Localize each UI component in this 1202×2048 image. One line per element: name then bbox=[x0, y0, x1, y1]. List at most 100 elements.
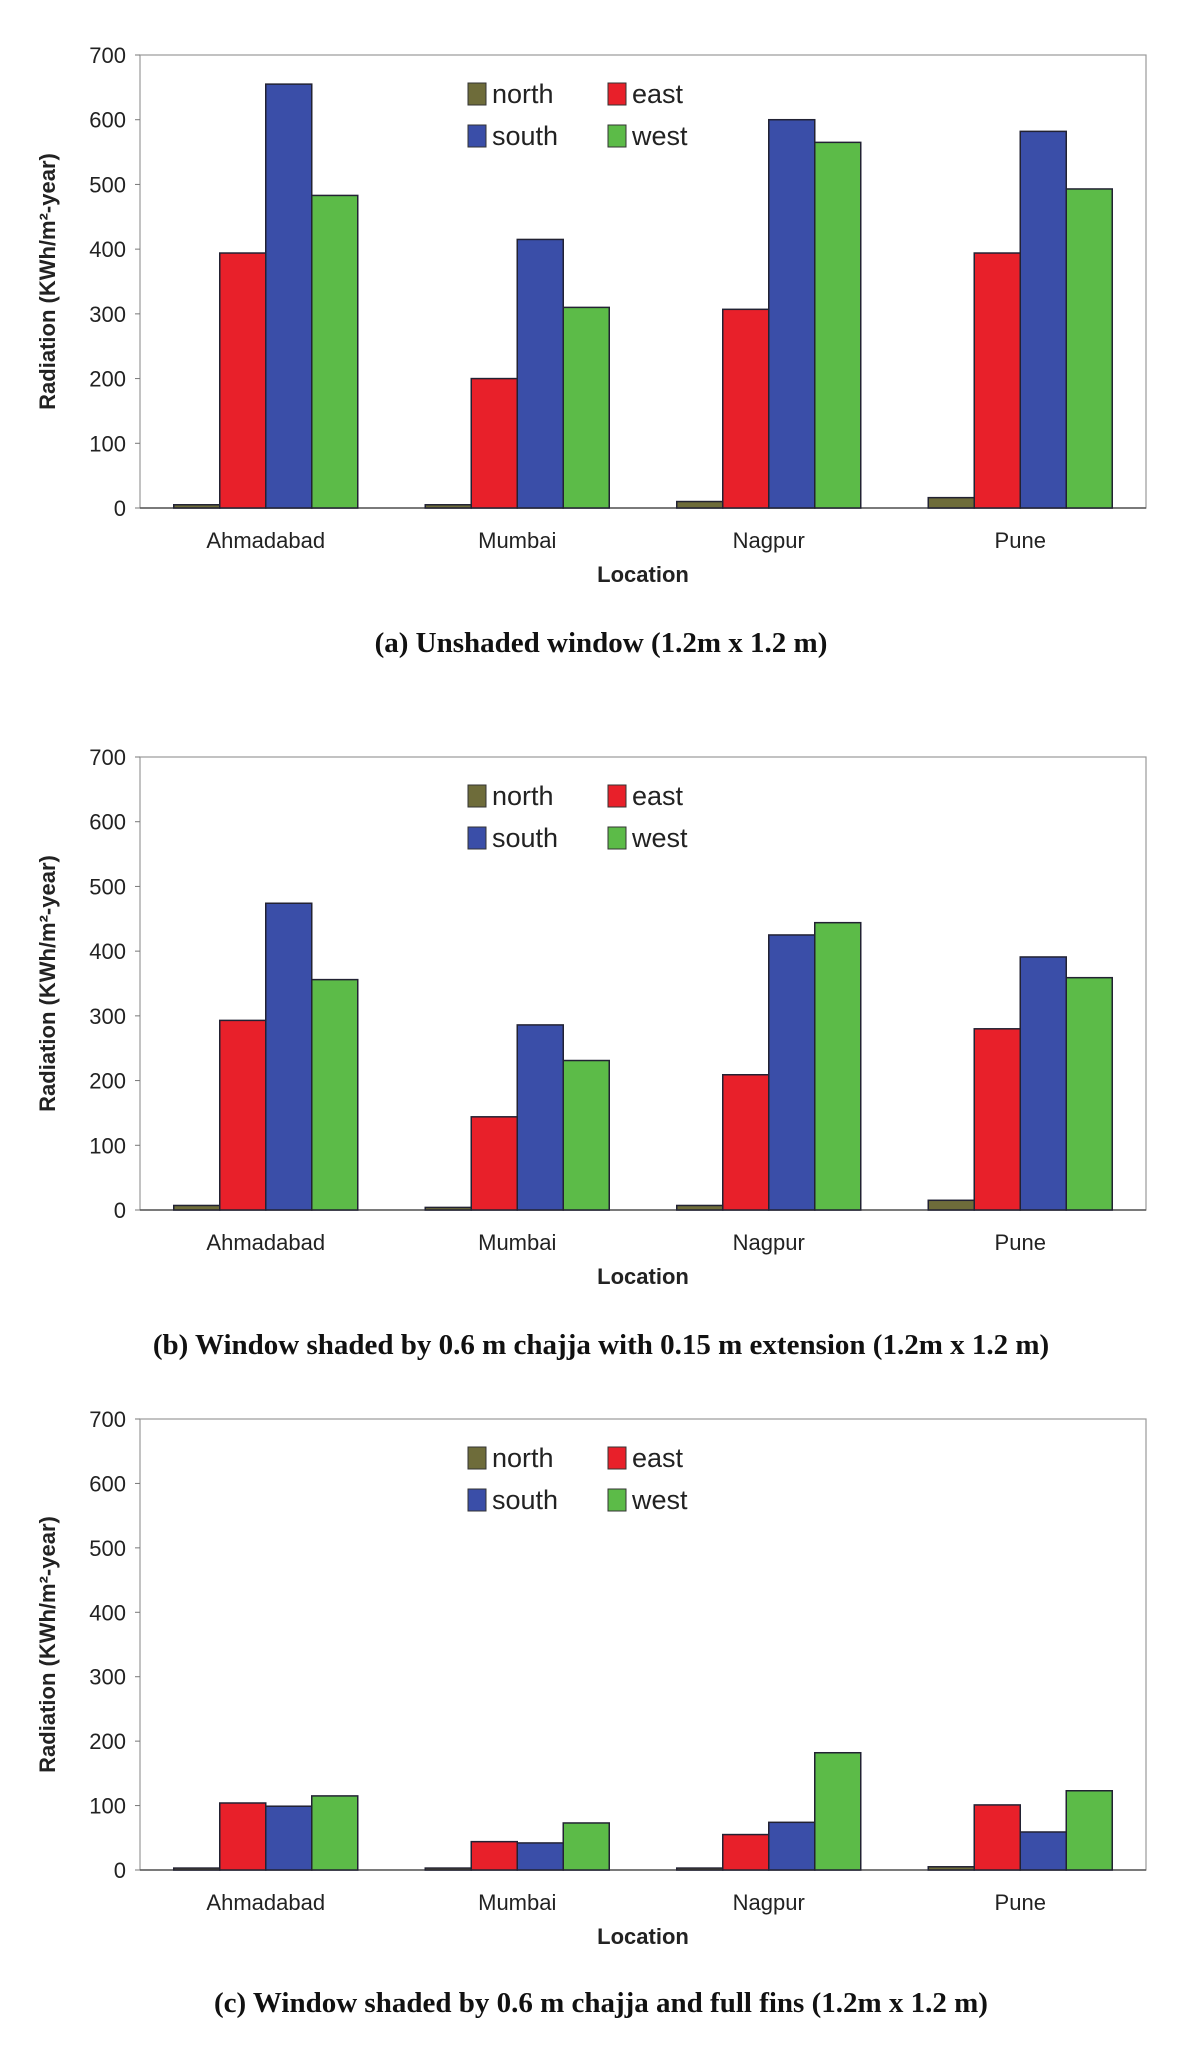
chart-caption: (c) Window shaded by 0.6 m chajja and fu… bbox=[214, 1987, 988, 2019]
bar-west-ahmadabad bbox=[311, 978, 359, 1211]
bar-south-ahmadabad bbox=[265, 83, 313, 509]
legend-label-east: east bbox=[632, 79, 684, 109]
bar-west-mumbai bbox=[562, 1822, 610, 1871]
chart-caption: (a) Unshaded window (1.2m x 1.2 m) bbox=[375, 627, 828, 659]
y-tick-label: 700 bbox=[89, 745, 126, 770]
bar-west-mumbai bbox=[562, 306, 610, 509]
y-tick-label: 0 bbox=[114, 496, 126, 521]
bar-north-pune bbox=[927, 1199, 975, 1211]
bar-north-ahmadabad bbox=[173, 1867, 221, 1871]
bar-north-nagpur bbox=[676, 1867, 724, 1871]
x-tick-label: Nagpur bbox=[733, 1230, 805, 1255]
bar-east-ahmadabad bbox=[219, 252, 267, 509]
legend-swatch-north bbox=[467, 1446, 487, 1470]
y-tick-label: 500 bbox=[89, 874, 126, 899]
bar-west-nagpur bbox=[814, 141, 862, 509]
legend-swatch-east bbox=[607, 82, 627, 106]
y-tick-label: 200 bbox=[89, 1729, 126, 1754]
y-tick-label: 300 bbox=[89, 1004, 126, 1029]
bar-south-pune bbox=[1019, 956, 1067, 1211]
bar-south-nagpur bbox=[768, 118, 816, 509]
y-tick-label: 300 bbox=[89, 1665, 126, 1690]
legend-swatch-east bbox=[607, 1446, 627, 1470]
x-tick-label: Mumbai bbox=[478, 1890, 556, 1915]
x-tick-label: Mumbai bbox=[478, 1230, 556, 1255]
bar-north-nagpur bbox=[676, 500, 724, 509]
legend-swatch-north bbox=[467, 784, 487, 808]
y-tick-label: 200 bbox=[89, 367, 126, 392]
legend-swatch-north bbox=[467, 82, 487, 106]
bar-east-mumbai bbox=[470, 1116, 518, 1211]
bar-east-mumbai bbox=[470, 377, 518, 509]
bar-east-pune bbox=[973, 252, 1021, 509]
y-tick-label: 200 bbox=[89, 1069, 126, 1094]
bar-north-ahmadabad bbox=[173, 504, 221, 509]
y-tick-label: 700 bbox=[89, 1407, 126, 1432]
legend-swatch-east bbox=[607, 784, 627, 808]
bar-north-pune bbox=[927, 1866, 975, 1871]
legend-swatch-south bbox=[467, 1488, 487, 1512]
y-tick-label: 300 bbox=[89, 302, 126, 327]
y-axis-label: Radiation (KWh/m²-year) bbox=[35, 1516, 60, 1773]
x-tick-label: Pune bbox=[995, 1230, 1046, 1255]
y-axis-label: Radiation (KWh/m²-year) bbox=[35, 153, 60, 410]
legend-label-north: north bbox=[492, 781, 554, 811]
y-tick-label: 400 bbox=[89, 939, 126, 964]
x-tick-label: Ahmadabad bbox=[206, 1890, 325, 1915]
chart-caption: (b) Window shaded by 0.6 m chajja with 0… bbox=[153, 1329, 1049, 1361]
x-axis-label: Location bbox=[597, 1924, 689, 1949]
bar-south-nagpur bbox=[768, 1821, 816, 1871]
bar-north-ahmadabad bbox=[173, 1204, 221, 1211]
bar-north-nagpur bbox=[676, 1204, 724, 1211]
x-axis-label: Location bbox=[597, 1264, 689, 1289]
bar-east-nagpur bbox=[722, 1833, 770, 1871]
bar-east-ahmadabad bbox=[219, 1019, 267, 1211]
bar-north-mumbai bbox=[424, 1206, 472, 1211]
legend-swatch-south bbox=[467, 124, 487, 148]
bar-south-mumbai bbox=[516, 1024, 564, 1211]
legend: north east south west bbox=[467, 79, 688, 151]
bar-east-mumbai bbox=[470, 1840, 518, 1871]
legend: north east south west bbox=[467, 781, 688, 853]
legend-label-west: west bbox=[631, 823, 688, 853]
legend-label-north: north bbox=[492, 79, 554, 109]
x-axis-label: Location bbox=[597, 562, 689, 587]
x-tick-label: Pune bbox=[995, 1890, 1046, 1915]
bar-east-ahmadabad bbox=[219, 1802, 267, 1871]
chart-b: 0 100 200 300 400 500 600 700 Ahmadabad Mumbai Nag… bbox=[35, 745, 1147, 1361]
bar-west-pune bbox=[1065, 976, 1113, 1211]
x-tick-label: Pune bbox=[995, 528, 1046, 553]
legend-label-west: west bbox=[631, 1485, 688, 1515]
bar-east-nagpur bbox=[722, 308, 770, 509]
y-axis-label: Radiation (KWh/m²-year) bbox=[35, 855, 60, 1112]
legend-label-east: east bbox=[632, 1443, 684, 1473]
bar-west-nagpur bbox=[814, 921, 862, 1211]
legend-swatch-south bbox=[467, 826, 487, 850]
bar-west-mumbai bbox=[562, 1059, 610, 1211]
legend-swatch-west bbox=[607, 1488, 627, 1512]
bar-north-pune bbox=[927, 496, 975, 509]
bar-east-pune bbox=[973, 1804, 1021, 1871]
legend-label-south: south bbox=[492, 121, 558, 151]
bar-east-nagpur bbox=[722, 1073, 770, 1211]
legend-label-west: west bbox=[631, 121, 688, 151]
legend-label-north: north bbox=[492, 1443, 554, 1473]
y-tick-label: 600 bbox=[89, 810, 126, 835]
bar-west-pune bbox=[1065, 188, 1113, 509]
bar-south-ahmadabad bbox=[265, 1805, 313, 1871]
y-tick-label: 0 bbox=[114, 1858, 126, 1883]
y-tick-label: 600 bbox=[89, 108, 126, 133]
x-tick-label: Ahmadabad bbox=[206, 528, 325, 553]
bar-south-mumbai bbox=[516, 1842, 564, 1871]
bar-north-mumbai bbox=[424, 504, 472, 509]
y-tick-label: 400 bbox=[89, 237, 126, 262]
x-tick-label: Nagpur bbox=[733, 1890, 805, 1915]
y-tick-label: 100 bbox=[89, 1794, 126, 1819]
bar-west-ahmadabad bbox=[311, 194, 359, 509]
x-tick-label: Ahmadabad bbox=[206, 1230, 325, 1255]
y-tick-label: 500 bbox=[89, 1536, 126, 1561]
x-tick-label: Nagpur bbox=[733, 528, 805, 553]
bar-west-ahmadabad bbox=[311, 1795, 359, 1871]
y-tick-label: 700 bbox=[89, 43, 126, 68]
